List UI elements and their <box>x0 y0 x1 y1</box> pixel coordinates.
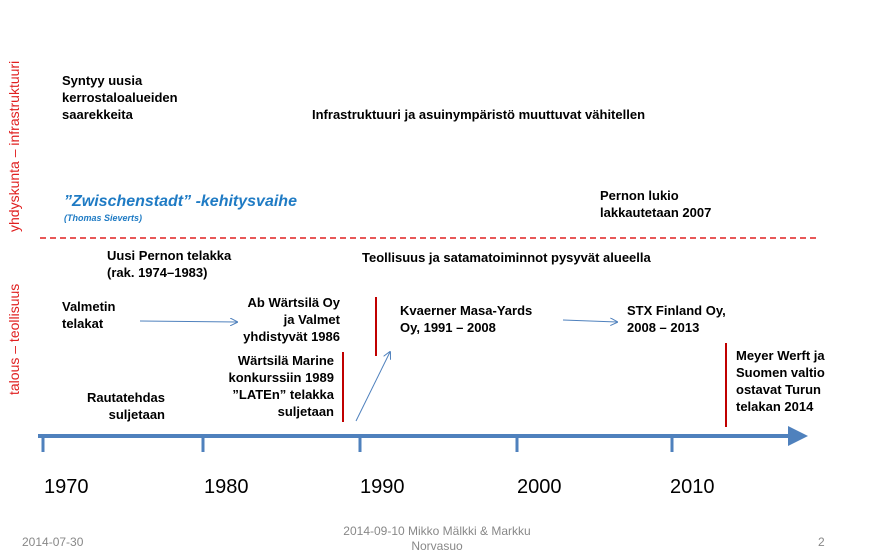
note: Uusi Pernon telakka (rak. 1974–1983) <box>107 248 232 280</box>
note: STX Finland Oy, 2008 – 2013 <box>627 303 726 335</box>
note: Teollisuus ja satamatoiminnot pysyvät al… <box>362 250 651 265</box>
note: Kvaerner Masa-Yards Oy, 1991 – 2008 <box>400 303 533 335</box>
phase: ”Zwischenstadt” -kehitysvaihe <box>64 193 297 210</box>
event-markers <box>342 297 727 427</box>
page-number: 2 <box>818 535 825 549</box>
arrows <box>139 320 617 422</box>
note: Wärtsilä Marine konkurssiin 1989 ”LATEn”… <box>228 353 335 419</box>
footer-authors: 2014-09-10 Mikko Mälkki & Markku Norvasu… <box>343 524 531 553</box>
note: Valmetin telakat <box>62 299 116 331</box>
side-label: yhdyskunta – infrastruktuuri <box>6 60 22 232</box>
note: Syntyy uusia kerrostaloalueiden saarekke… <box>62 73 178 122</box>
phase-author: (Thomas Sieverts) <box>64 213 143 223</box>
footer-date: 2014-07-30 <box>22 535 84 549</box>
note: Ab Wärtsilä Oy ja Valmet yhdistyvät 1986 <box>243 295 340 344</box>
note: Infrastruktuuri ja asuinympäristö muuttu… <box>312 107 646 122</box>
year-label: 1990 <box>360 476 405 498</box>
side-label: talous – teollisuus <box>6 283 22 395</box>
note: Pernon lukio lakkautetaan 2007 <box>600 188 712 220</box>
year-label: 2000 <box>517 476 562 498</box>
year-label: 1970 <box>44 476 89 498</box>
axis-ticks <box>41 436 674 452</box>
note: Meyer Werft ja Suomen valtio ostavat Tur… <box>736 348 825 414</box>
note: Rautatehdas suljetaan <box>86 390 165 422</box>
year-label: 2010 <box>670 476 715 498</box>
year-label: 1980 <box>204 476 249 498</box>
